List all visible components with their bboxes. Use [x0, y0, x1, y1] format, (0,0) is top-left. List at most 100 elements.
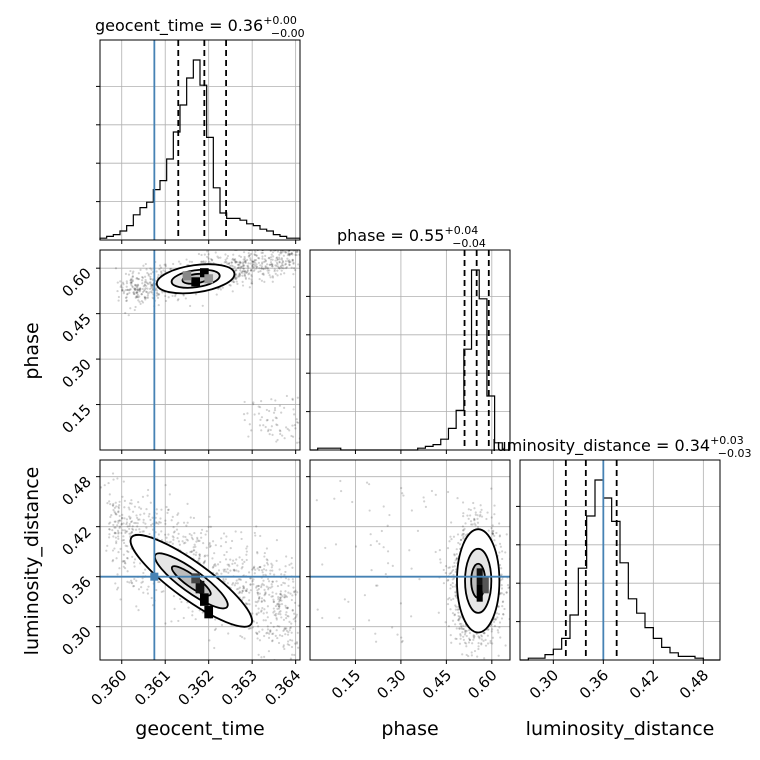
sample-point: [384, 573, 387, 576]
sample-point: [275, 256, 278, 260]
sample-point: [146, 588, 149, 591]
sample-point: [131, 582, 134, 585]
sample-point: [139, 287, 142, 291]
sample-point: [204, 260, 207, 263]
sample-point: [136, 293, 139, 296]
sample-point: [458, 642, 462, 645]
sample-point: [276, 438, 279, 442]
sample-point: [260, 267, 263, 270]
sample-point: [260, 656, 263, 659]
sample-point: [286, 427, 289, 431]
sample-point: [146, 592, 150, 595]
truth-marker: [150, 572, 159, 581]
sample-point: [497, 605, 500, 608]
sample-point: [138, 518, 141, 521]
sample-point: [272, 255, 275, 258]
sample-point: [477, 635, 480, 638]
sample-point: [449, 571, 453, 575]
sample-point: [145, 268, 148, 271]
sample-point: [446, 579, 449, 582]
sample-point: [442, 568, 445, 572]
sample-point: [253, 531, 256, 535]
sample-point: [271, 251, 275, 254]
sample-point: [283, 250, 286, 253]
sample-point: [455, 557, 458, 560]
sample-point: [125, 296, 128, 299]
sample-point: [247, 262, 250, 265]
sample-point: [176, 299, 179, 302]
sample-point: [473, 635, 476, 638]
sample-point: [150, 290, 153, 293]
sample-point: [248, 272, 251, 275]
sample-point: [270, 262, 273, 266]
panel-geocent-time-phase: [114, 250, 300, 444]
sample-point: [216, 563, 220, 566]
sample-point: [244, 602, 248, 605]
sample-point: [486, 511, 489, 514]
sample-point: [260, 600, 263, 603]
sample-point: [149, 283, 152, 286]
sample-point: [462, 532, 465, 536]
sample-point: [131, 286, 134, 289]
sample-point: [121, 286, 124, 289]
sample-point: [254, 604, 258, 607]
sample-point: [434, 550, 437, 554]
sample-point: [173, 607, 176, 611]
sample-point: [128, 515, 131, 518]
sample-point: [235, 558, 238, 561]
sample-point: [131, 285, 134, 288]
sample-point: [138, 300, 141, 303]
sample-point: [278, 260, 281, 264]
sample-point: [216, 573, 219, 576]
sample-point: [264, 265, 267, 268]
sample-point: [214, 251, 217, 254]
sample-point: [410, 615, 413, 618]
sample-point: [172, 531, 176, 534]
sample-point: [207, 525, 210, 528]
x-tick-label-geocent_time: 0.362: [174, 666, 217, 709]
sample-point: [279, 432, 282, 436]
sample-point: [466, 665, 468, 667]
sample-point: [248, 277, 251, 280]
sample-point: [239, 634, 242, 638]
sample-point: [386, 562, 390, 565]
sample-point: [272, 600, 275, 604]
sample-point: [228, 261, 231, 265]
sample-point: [293, 653, 296, 657]
sample-point: [267, 650, 271, 653]
sample-point: [106, 544, 109, 547]
sample-point: [280, 252, 283, 255]
sample-point: [141, 495, 145, 498]
sample-point: [267, 588, 270, 591]
sample-point: [140, 292, 143, 296]
sample-point: [277, 607, 281, 610]
sample-point: [461, 501, 465, 504]
sample-point: [278, 429, 281, 432]
sample-point: [136, 525, 139, 528]
sample-point: [158, 520, 161, 524]
sample-point: [172, 262, 175, 266]
sample-point: [241, 562, 244, 565]
sample-point: [139, 513, 142, 516]
sample-point: [294, 620, 297, 623]
sample-point: [132, 291, 136, 294]
sample-point: [232, 568, 235, 572]
sample-point: [288, 629, 291, 632]
sample-point: [292, 261, 295, 264]
sample-point: [167, 508, 170, 511]
sample-point: [493, 513, 496, 516]
sample-point: [269, 629, 272, 632]
sample-point: [234, 260, 238, 264]
sample-point: [287, 631, 290, 634]
sample-point: [238, 260, 241, 263]
sample-point: [207, 257, 210, 260]
sample-point: [291, 609, 294, 612]
sample-point: [117, 507, 120, 510]
sample-point: [282, 261, 285, 264]
sample-point: [144, 296, 147, 299]
sample-point: [269, 572, 272, 575]
sample-point: [270, 263, 274, 266]
sample-point: [243, 255, 246, 259]
sample-point: [265, 585, 268, 588]
sample-point: [251, 568, 254, 571]
